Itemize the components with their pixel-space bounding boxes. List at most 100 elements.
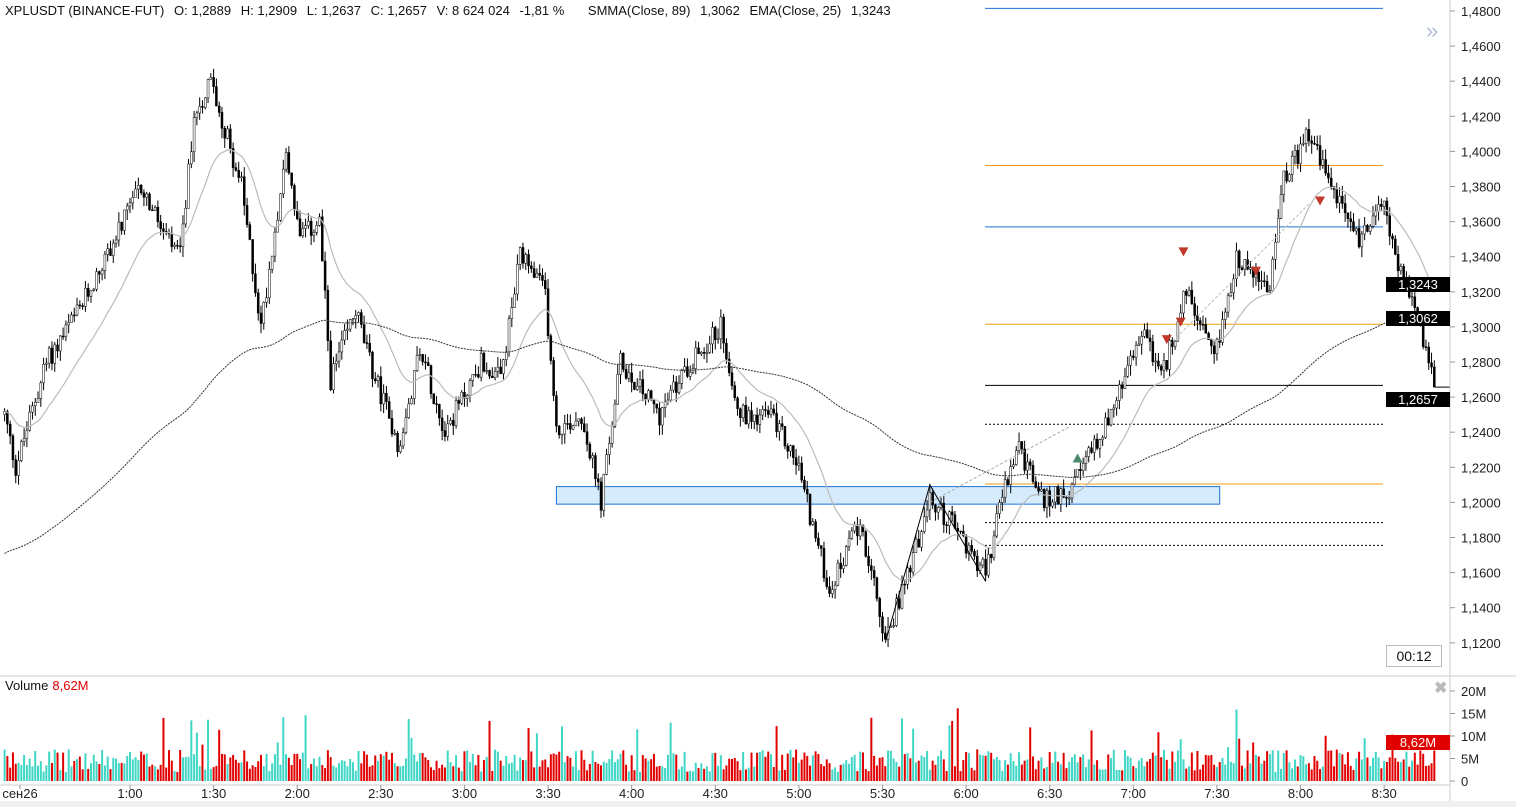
volume-bar <box>730 759 733 781</box>
smma-label[interactable]: SMMA(Close, 89) <box>587 3 691 18</box>
candle-body <box>270 255 274 270</box>
volume-bar <box>193 754 196 781</box>
volume-bar <box>9 767 12 781</box>
volume-bar <box>84 753 87 781</box>
volume-bar <box>1179 739 1182 781</box>
volume-bar <box>379 754 382 781</box>
volume-bar <box>64 771 67 781</box>
candle-body <box>552 360 555 396</box>
ema-label[interactable]: EMA(Close, 25) <box>749 3 842 18</box>
candle-body <box>574 420 578 427</box>
candle-body <box>1098 439 1102 449</box>
candle-body <box>248 224 252 240</box>
volume-title[interactable]: Volume <box>5 678 49 693</box>
volume-bar <box>1341 754 1344 781</box>
volume-bar <box>1285 750 1288 781</box>
candle-body <box>560 433 564 436</box>
candle-body <box>1377 204 1380 212</box>
candle-body <box>215 86 218 107</box>
volume-bar <box>647 760 650 781</box>
volume-bar <box>117 762 120 781</box>
volume-bar <box>666 754 669 781</box>
candle-body <box>989 554 993 558</box>
volume-bar <box>466 750 469 781</box>
volume-bar <box>1408 766 1411 781</box>
candle-body <box>875 577 879 599</box>
double-chevron-right-icon[interactable]: » <box>1426 18 1439 43</box>
candle-body <box>981 558 985 566</box>
candle-body <box>942 502 946 525</box>
ema-price-label: 1,3243 <box>1386 277 1450 292</box>
volume-bar <box>388 759 391 781</box>
candle-body <box>1388 215 1391 237</box>
candle-body <box>354 315 357 320</box>
candle-body <box>387 401 391 419</box>
candle-body <box>1129 355 1132 366</box>
symbol-label[interactable]: XPLUSDT (BINANCE-FUT) <box>5 3 165 18</box>
candle-body <box>1235 250 1238 280</box>
volume-value: V: 8 624 024 <box>436 3 510 18</box>
volume-bar <box>1199 769 1202 781</box>
candle-body <box>1190 289 1194 304</box>
candle-body <box>463 392 466 399</box>
volume-bar <box>416 761 419 781</box>
candle-body <box>206 79 210 99</box>
volume-bar <box>912 728 915 781</box>
volume-bar <box>552 753 555 781</box>
volume-bar <box>1263 760 1266 781</box>
volume-bar <box>970 767 973 781</box>
candle-body <box>1168 339 1171 370</box>
candle-body <box>1154 360 1157 363</box>
volume-bar <box>750 752 753 781</box>
candle-body <box>624 369 628 379</box>
volume-bar <box>764 756 767 781</box>
candle-body <box>1101 437 1104 440</box>
candle-body <box>474 374 477 376</box>
candle-body <box>923 516 926 532</box>
candle-body <box>878 598 881 617</box>
volume-bar <box>881 757 884 781</box>
volume-bar <box>443 767 446 781</box>
volume-bar <box>318 756 321 781</box>
volume-bar <box>1026 759 1029 781</box>
volume-bar <box>78 756 81 781</box>
volume-bar <box>1076 762 1079 781</box>
volume-bar <box>1218 762 1221 781</box>
close-pane-icon[interactable]: ✖ <box>1434 680 1448 697</box>
candle-body <box>485 370 488 372</box>
volume-bar <box>560 726 563 781</box>
candle-body <box>1210 339 1213 347</box>
volume-bar <box>1399 762 1402 781</box>
volume-bar <box>1015 765 1018 781</box>
volume-bar <box>204 769 207 781</box>
volume-bar <box>485 757 488 781</box>
volume-bar <box>900 718 903 781</box>
volume-bar <box>1157 732 1160 781</box>
volume-bar <box>103 765 106 781</box>
candle-body <box>566 423 569 425</box>
smma-price-label: 1,3062 <box>1386 311 1450 326</box>
volume-bar <box>304 715 307 781</box>
volume-bar <box>123 763 126 781</box>
candle-body <box>1020 441 1024 450</box>
volume-bar <box>753 766 756 781</box>
volume-bar <box>76 759 79 781</box>
candle-body <box>817 537 820 546</box>
volume-bar <box>544 759 547 781</box>
candle-body <box>661 407 664 426</box>
volume-bar <box>962 760 965 781</box>
candle-body <box>638 379 642 387</box>
volume-bar <box>627 771 630 781</box>
volume-bar <box>889 750 892 781</box>
candle-body <box>761 409 764 416</box>
volume-bar <box>460 771 463 781</box>
candle-body <box>137 185 140 190</box>
horizontal-scrollbar[interactable] <box>0 801 1516 807</box>
candle-body <box>1148 337 1152 342</box>
volume-bar <box>622 750 625 781</box>
volume-bar <box>181 757 184 781</box>
candle-body <box>808 493 812 525</box>
candle-body <box>1313 142 1316 145</box>
volume-bar <box>577 770 580 781</box>
